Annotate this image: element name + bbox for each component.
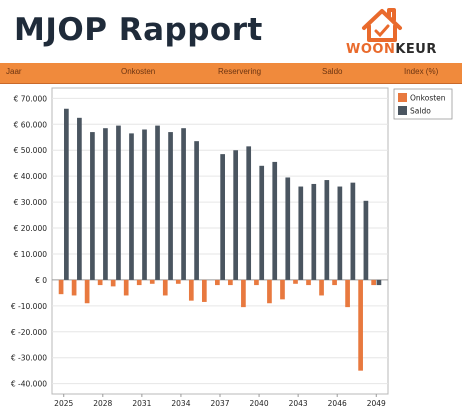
bar-saldo-2028 bbox=[103, 128, 108, 280]
legend-label-saldo: Saldo bbox=[410, 107, 431, 116]
bar-onkosten-2032 bbox=[149, 279, 155, 284]
bar-saldo-2049 bbox=[376, 279, 382, 286]
bar-onkosten-2035 bbox=[188, 279, 194, 301]
bar-onkosten-2049 bbox=[371, 279, 376, 286]
x-tick-label: 2028 bbox=[93, 399, 112, 407]
y-tick-label: € -40.000 bbox=[11, 380, 47, 389]
bar-saldo-2044 bbox=[311, 183, 317, 280]
legend: Onkosten Saldo bbox=[393, 88, 453, 120]
x-tick-label: 2037 bbox=[210, 399, 229, 407]
y-tick-label: € 0 bbox=[35, 276, 47, 285]
legend-swatch-onkosten bbox=[398, 93, 407, 102]
x-tick-label: 2049 bbox=[367, 399, 386, 407]
bar-saldo-2026 bbox=[77, 117, 82, 280]
bar-saldo-2048 bbox=[363, 200, 369, 280]
grid-lines bbox=[52, 97, 388, 385]
plot-area bbox=[51, 87, 389, 395]
bar-saldo-2037 bbox=[220, 154, 225, 280]
bar-onkosten-2033 bbox=[162, 279, 168, 296]
house-icon bbox=[362, 8, 402, 42]
x-tick-label: 2034 bbox=[171, 399, 190, 407]
bar-onkosten-2036 bbox=[201, 279, 207, 302]
bar-onkosten-2029 bbox=[110, 279, 116, 287]
bar-onkosten-2026 bbox=[71, 279, 77, 296]
x-tick-label: 2025 bbox=[54, 399, 73, 407]
bar-saldo-2047 bbox=[350, 182, 356, 280]
bar-onkosten-2045 bbox=[319, 279, 324, 296]
y-tick-label: € 40.000 bbox=[14, 172, 48, 181]
y-tick-label: € 50.000 bbox=[14, 146, 48, 155]
bar-onkosten-2039 bbox=[241, 279, 246, 308]
y-tick-label: € -10.000 bbox=[11, 302, 47, 311]
x-tick-label: 2031 bbox=[132, 399, 151, 407]
bar-onkosten-2043 bbox=[293, 279, 298, 284]
bar-saldo-2033 bbox=[168, 132, 173, 280]
bar-saldo-2046 bbox=[337, 186, 343, 280]
x-tick-label: 2046 bbox=[328, 399, 347, 407]
bar-onkosten-2048 bbox=[358, 279, 363, 371]
legend-label-onkosten: Onkosten bbox=[410, 94, 446, 103]
header-col-jaar: Jaar bbox=[6, 67, 22, 76]
x-tick-label: 2040 bbox=[250, 399, 269, 407]
bar-onkosten-2041 bbox=[267, 279, 272, 304]
bar-onkosten-2047 bbox=[345, 279, 350, 308]
bar-onkosten-2027 bbox=[84, 279, 90, 304]
bar-saldo-2031 bbox=[142, 129, 147, 280]
x-axis-ticks: 2025 2028 2031 2034 2037 2040 2043 2046 2049 bbox=[54, 394, 386, 407]
bar-onkosten-2044 bbox=[306, 279, 311, 286]
bar-saldo-2039 bbox=[246, 146, 252, 280]
bar-onkosten-2028 bbox=[97, 279, 103, 286]
header-col-saldo: Saldo bbox=[322, 67, 343, 76]
y-tick-label: € 10.000 bbox=[14, 250, 48, 259]
bar-onkosten-2025 bbox=[58, 279, 64, 295]
bars bbox=[58, 108, 382, 371]
bar-saldo-2035 bbox=[194, 141, 199, 280]
bar-onkosten-2046 bbox=[332, 279, 337, 286]
logo-text-keur: KEUR bbox=[395, 42, 437, 57]
y-axis-ticks: € 70.000 € 60.000 € 50.000 € 40.000 € 30.000… bbox=[11, 94, 47, 388]
mjop-bar-chart: € 70.000 € 60.000 € 50.000 € 40.000 € 30.000… bbox=[11, 87, 453, 407]
bar-onkosten-2042 bbox=[280, 279, 285, 300]
y-tick-label: € 70.000 bbox=[14, 94, 48, 103]
bar-onkosten-2030 bbox=[123, 279, 129, 296]
header-col-onkosten: Onkosten bbox=[121, 67, 156, 76]
bar-saldo-2040 bbox=[259, 165, 265, 280]
bar-saldo-2025 bbox=[64, 108, 69, 280]
legend-swatch-saldo bbox=[398, 106, 407, 115]
y-tick-label: € 60.000 bbox=[14, 120, 48, 129]
logo-text: WOONKEUR bbox=[346, 42, 437, 57]
y-tick-label: € -20.000 bbox=[11, 328, 47, 337]
bar-saldo-2041 bbox=[272, 161, 278, 280]
bar-onkosten-2037 bbox=[215, 279, 220, 286]
bar-saldo-2029 bbox=[116, 125, 121, 280]
header-col-reservering: Reservering bbox=[218, 67, 262, 76]
table-header-bar: Jaar Onkosten Reservering Saldo Index (%… bbox=[0, 63, 462, 84]
bar-saldo-2032 bbox=[155, 125, 160, 280]
logo-text-woon: WOON bbox=[346, 42, 396, 57]
bar-saldo-2038 bbox=[233, 150, 239, 280]
bar-saldo-2045 bbox=[324, 180, 330, 280]
x-tick-label: 2043 bbox=[289, 399, 308, 407]
bar-saldo-2043 bbox=[298, 186, 304, 280]
bar-onkosten-2034 bbox=[175, 279, 181, 284]
header-col-index: Index (%) bbox=[404, 67, 439, 76]
bar-saldo-2030 bbox=[129, 133, 134, 280]
bar-saldo-2034 bbox=[181, 128, 186, 280]
bar-onkosten-2031 bbox=[136, 279, 142, 286]
bar-onkosten-2040 bbox=[254, 279, 259, 286]
page-title: MJOP Rapport bbox=[14, 12, 263, 48]
y-tick-label: € 20.000 bbox=[14, 224, 48, 233]
y-tick-label: € -30.000 bbox=[11, 354, 47, 363]
bar-saldo-2042 bbox=[285, 177, 291, 280]
woonkeur-logo bbox=[362, 8, 402, 42]
bar-onkosten-2038 bbox=[228, 279, 233, 286]
bar-saldo-2027 bbox=[90, 132, 95, 280]
y-tick-label: € 30.000 bbox=[14, 198, 48, 207]
